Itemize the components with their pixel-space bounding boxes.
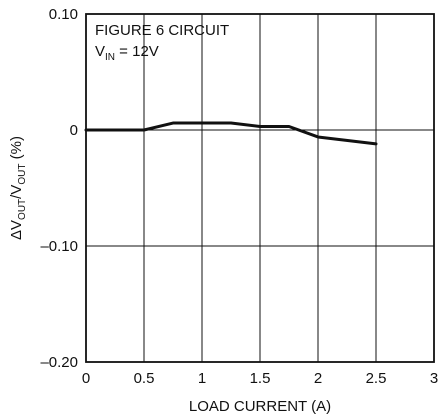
x-tick-label: 2 (314, 370, 322, 387)
x-tick-label: 0 (82, 370, 90, 387)
y-axis-label-sub1: OUT (17, 199, 28, 220)
x-tick-labels: 0 0.5 1 1.5 2 2.5 3 (82, 370, 438, 387)
y-axis-label-suffix: (%) (8, 136, 25, 164)
annotation-line-2: VIN = 12V (95, 43, 159, 63)
series-line (84, 121, 378, 146)
annotation-line-2-sub: IN (105, 52, 115, 63)
y-tick-label: 0 (70, 122, 78, 139)
series-layer (84, 121, 378, 146)
y-axis-label-prefix: ΔV (8, 220, 25, 240)
y-tick-labels: 0.10 0 –0.10 –0.20 (40, 6, 78, 371)
y-tick-label: 0.10 (49, 6, 78, 23)
x-axis-label: LOAD CURRENT (A) (189, 398, 331, 415)
annotation-line-1: FIGURE 6 CIRCUIT (95, 22, 229, 39)
grid-layer (86, 14, 434, 362)
x-tick-label: 1 (198, 370, 206, 387)
x-tick-label: 1.5 (250, 370, 271, 387)
x-tick-label: 0.5 (134, 370, 155, 387)
y-axis-label-sub2: OUT (17, 164, 28, 185)
annotation-line-2-suffix: = 12V (115, 43, 159, 60)
plot-border (85, 13, 435, 363)
annotation-line-2-prefix: V (95, 43, 105, 60)
y-axis-label-mid: /V (8, 185, 25, 199)
y-tick-label: –0.20 (40, 354, 78, 371)
x-tick-label: 2.5 (366, 370, 387, 387)
x-tick-label: 3 (430, 370, 438, 387)
y-tick-label: –0.10 (40, 238, 78, 255)
y-axis-label: ΔVOUT/VOUT (%) (8, 136, 28, 240)
